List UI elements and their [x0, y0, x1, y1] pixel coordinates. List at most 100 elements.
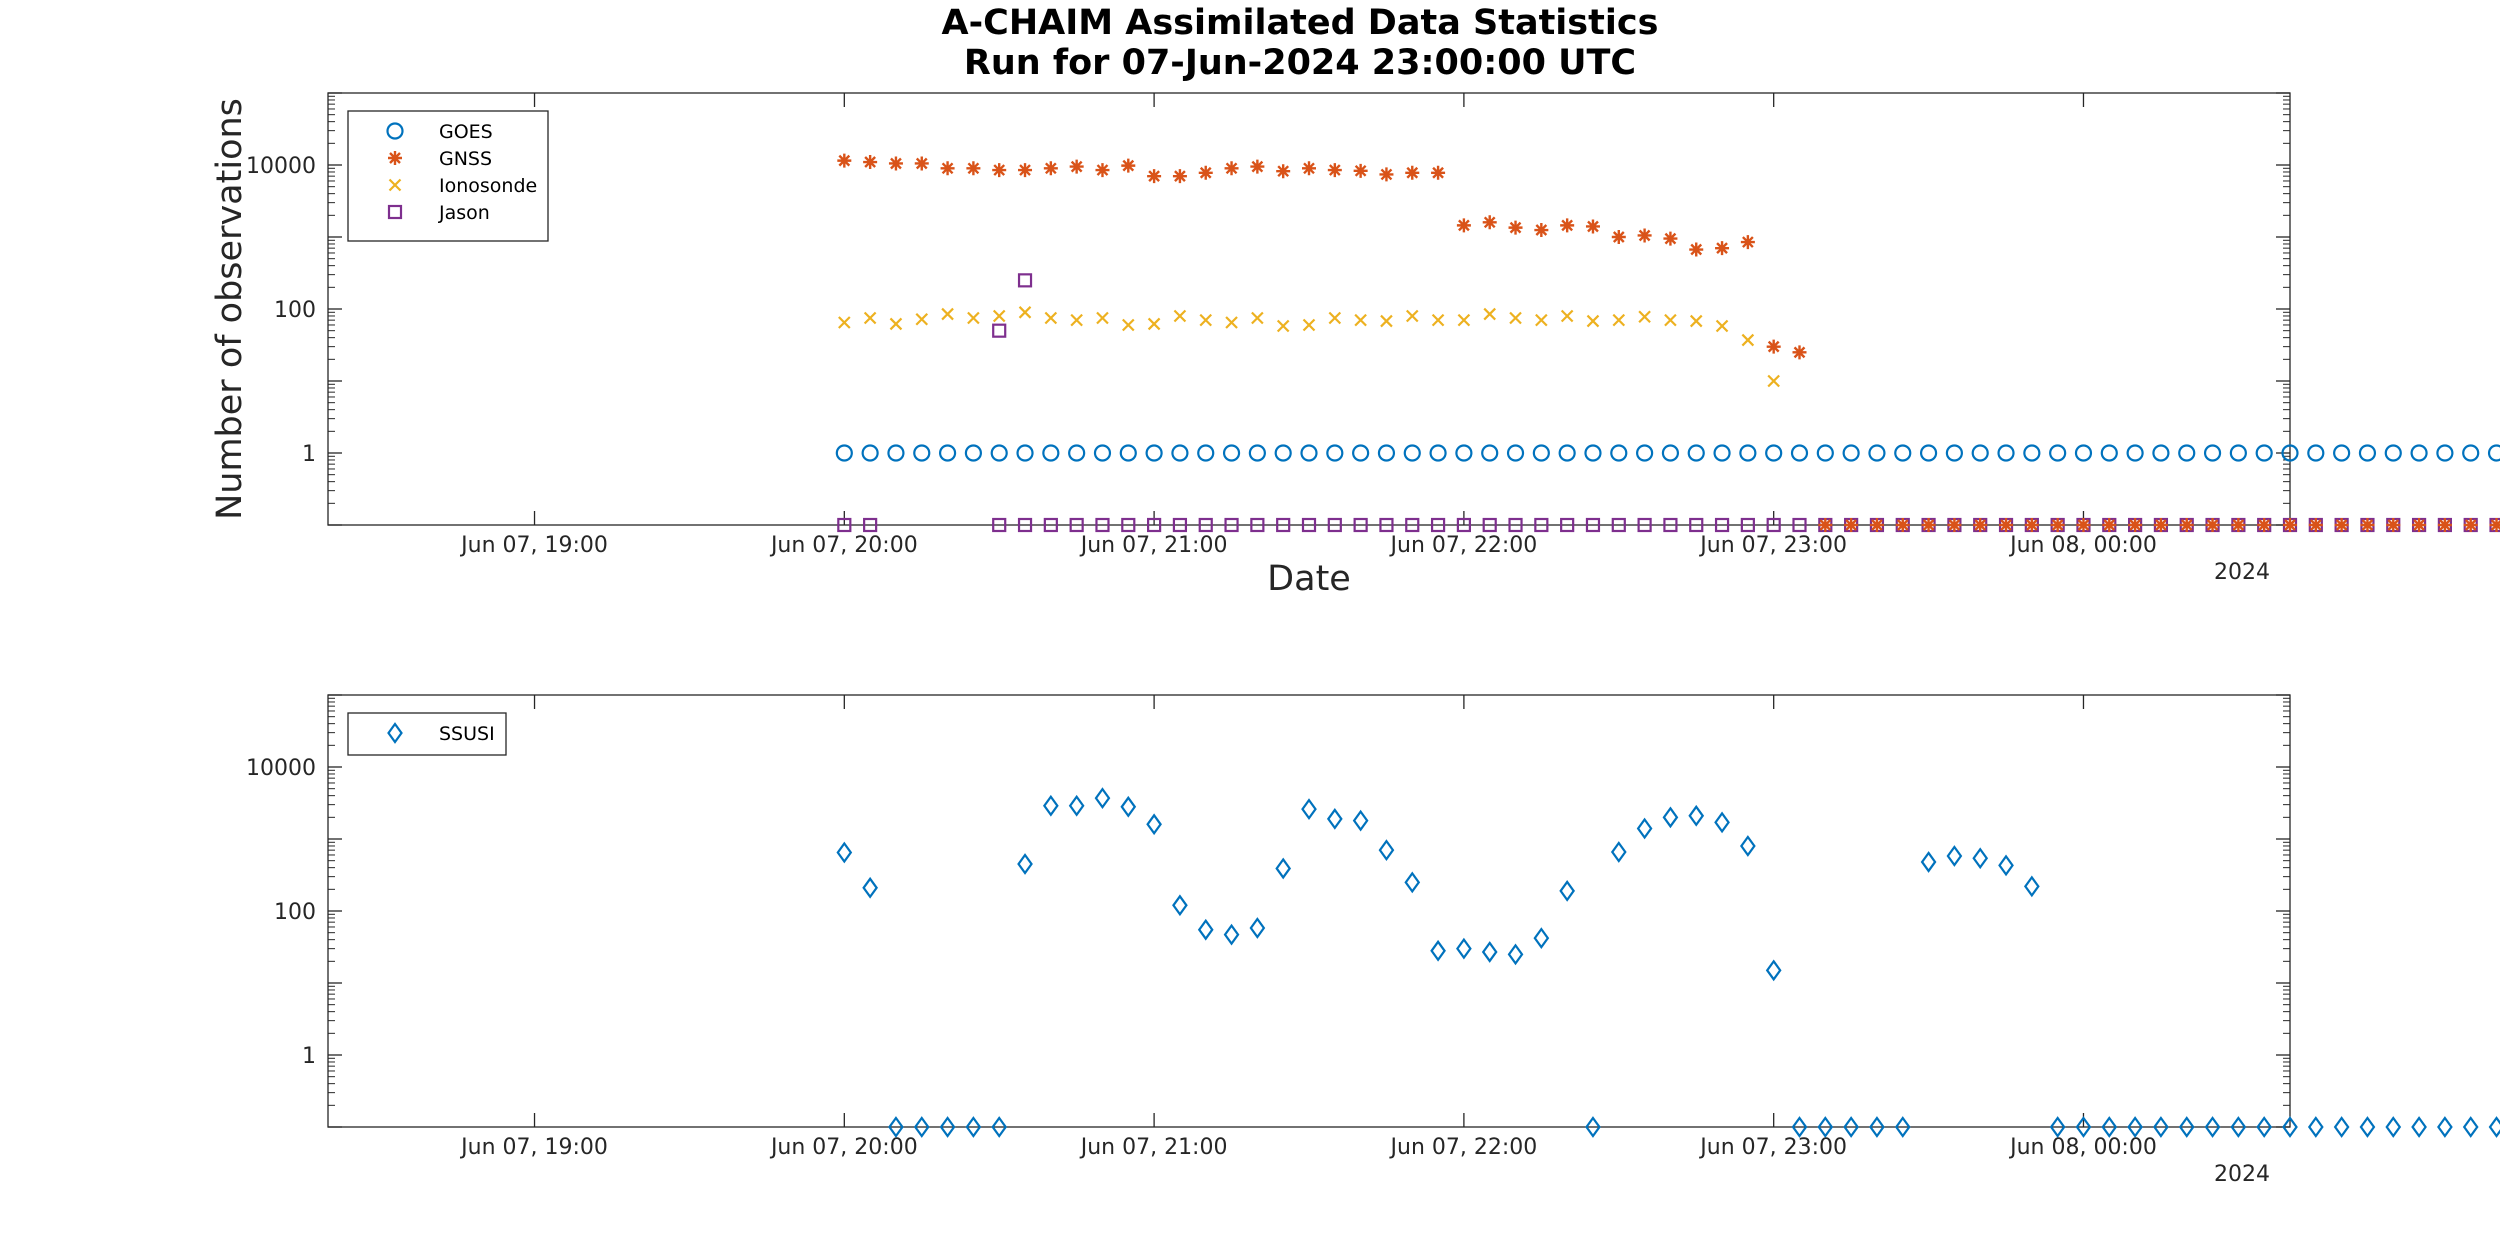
data-point-gnss-zero: [1999, 518, 2014, 532]
data-point-goes: [1197, 444, 1215, 462]
data-point-gnss-zero: [2050, 518, 2065, 532]
data-point-gnss-zero: [2412, 518, 2427, 532]
data-point-ssusi: [1430, 939, 1446, 962]
y-tick-label: 1: [302, 442, 316, 467]
data-point-goes: [1868, 444, 1886, 462]
data-point-gnss-zero: [2102, 518, 2117, 532]
data-point-gnss: [1327, 163, 1342, 178]
data-point-ssusi: [2385, 1116, 2402, 1138]
data-point-goes: [1455, 444, 1473, 462]
data-point-gnss: [1043, 161, 1058, 176]
data-point-ssusi: [1894, 1116, 1911, 1138]
y-tick-label: 100: [274, 900, 316, 925]
data-point-goes: [1842, 444, 1860, 462]
x-tick-label: Jun 07, 23:00: [1698, 533, 1847, 558]
data-point-goes: [938, 444, 957, 462]
data-point-jason-zero: [863, 517, 878, 533]
data-point-goes: [2462, 444, 2480, 462]
data-point-ssusi: [888, 1116, 904, 1138]
data-point-jason-zero: [1147, 517, 1162, 533]
data-point-ssusi: [1610, 841, 1627, 863]
data-point-jason-zero: [1095, 517, 1110, 533]
data-point-ionosonde: [1612, 313, 1626, 327]
data-point-goes: [1558, 444, 1576, 462]
data-point-ionosonde: [992, 309, 1006, 323]
data-point-ssusi: [1559, 880, 1576, 902]
data-point-ssusi: [1972, 847, 1989, 870]
data-point-ssusi: [1223, 923, 1240, 946]
data-point-goes: [2281, 444, 2299, 462]
data-point-jason-zero: [1301, 517, 1317, 533]
data-point-ssusi: [2127, 1116, 2143, 1138]
data-point-ssusi: [1404, 871, 1421, 894]
data-point-gnss-zero: [2076, 518, 2091, 532]
chart-title-line-2: Run for 07-Jun-2024 23:00:00 UTC: [964, 43, 1636, 83]
data-point-goes: [1016, 444, 1034, 462]
data-point-ionosonde: [1122, 318, 1135, 332]
data-point-ssusi: [1326, 808, 1343, 830]
data-point-jason-zero: [1327, 517, 1342, 533]
data-point-gnss: [1172, 169, 1187, 184]
data-point-gnss: [992, 163, 1007, 178]
chart-title-line-1: A-CHAIM Assimilated Data Statistics: [942, 3, 1659, 43]
data-point-ionosonde: [1147, 317, 1161, 331]
data-point-ionosonde: [1638, 310, 1651, 324]
data-point-goes: [1119, 444, 1137, 462]
x-tick-label: Jun 07, 23:00: [1698, 1135, 1847, 1160]
legend: SSUSI: [347, 712, 507, 756]
data-point-ssusi: [1378, 839, 1395, 862]
data-point-ionosonde: [889, 317, 903, 331]
data-point-goes: [2487, 444, 2500, 462]
data-point-goes: [2100, 444, 2118, 462]
data-point-goes: [2436, 444, 2454, 462]
x-tick-label: Jun 07, 21:00: [1079, 533, 1228, 558]
data-point-goes: [1403, 444, 1421, 462]
data-point-ionosonde: [1354, 313, 1367, 327]
data-point-gnss-zero: [2257, 518, 2272, 532]
legend-label-ionosonde: Ionosonde: [439, 175, 537, 197]
data-point-ssusi: [1946, 845, 1963, 867]
data-point-ssusi: [1120, 795, 1137, 818]
x-tick-label: Jun 07, 21:00: [1079, 1135, 1228, 1160]
data-point-gnss: [1637, 228, 1652, 243]
data-point-jason-zero: [1792, 517, 1807, 533]
data-point-gnss-zero: [2205, 518, 2220, 532]
data-point-ionosonde: [1096, 311, 1109, 325]
data-point-jason-zero: [837, 517, 852, 533]
data-point-ssusi: [2437, 1116, 2453, 1138]
data-point-goes: [1377, 444, 1396, 462]
data-point-goes: [1326, 444, 1344, 462]
bottom-plot: 1 100 10000 Jun 07, 19:00 Jun 07, 20:00 Jun 0…: [246, 694, 2500, 1187]
data-point-ionosonde: [941, 307, 954, 321]
data-point-jason-zero: [1689, 517, 1704, 533]
series-gnss-zero-points: [1818, 518, 2500, 532]
data-point-goes: [964, 444, 982, 462]
data-point-goes: [1248, 444, 1266, 462]
data-point-goes: [1506, 444, 1525, 462]
data-point-ssusi: [1249, 917, 1266, 939]
data-point-ssusi: [862, 876, 878, 899]
data-point-goes: [887, 444, 905, 462]
legend-box: [347, 712, 507, 756]
data-point-gnss-zero: [2024, 518, 2039, 532]
data-point-goes: [2384, 444, 2402, 462]
data-point-goes: [913, 444, 931, 462]
data-point-jason-zero: [1714, 517, 1730, 533]
data-point-ssusi: [1197, 918, 1214, 941]
data-point-goes: [2410, 444, 2428, 462]
data-point-ionosonde: [1199, 313, 1213, 327]
y-tick-label: 1: [302, 1044, 316, 1069]
data-point-gnss: [940, 161, 955, 176]
data-point-ssusi: [1869, 1116, 1885, 1138]
data-point-ssusi: [1017, 853, 1033, 875]
data-point-gnss: [1121, 158, 1136, 173]
data-point-gnss-zero: [2334, 518, 2349, 532]
data-point-gnss-zero: [2463, 518, 2478, 532]
data-point-ssusi: [1791, 1116, 1808, 1138]
legend-label-ssusi: SSUSI: [439, 723, 495, 745]
data-point-ssusi: [1507, 943, 1524, 966]
legend-box: [347, 110, 549, 242]
data-point-gnss: [1069, 159, 1084, 174]
data-point-goes: [1481, 444, 1499, 462]
data-point-ssusi: [1533, 927, 1550, 950]
